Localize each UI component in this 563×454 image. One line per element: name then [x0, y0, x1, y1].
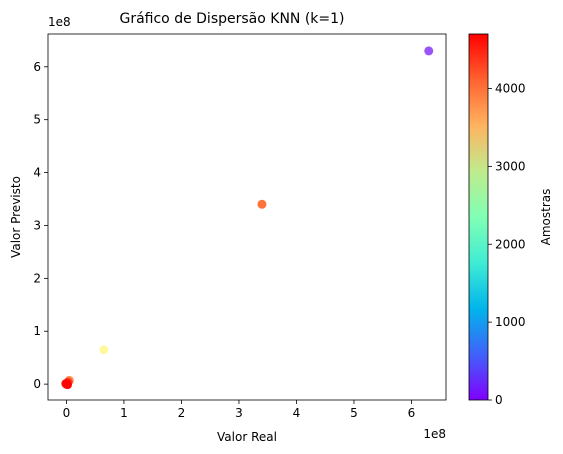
scatter-point — [99, 345, 109, 355]
y-tick-label: 3 — [33, 218, 41, 232]
y-axis-ticks: 0 1 2 3 4 5 6 — [33, 60, 48, 391]
colorbar-label: Amostras — [539, 189, 553, 246]
colorbar — [468, 33, 489, 401]
x-axis-label: Valor Real — [217, 430, 277, 444]
x-axis-ticks: 0 1 2 3 4 5 6 — [63, 400, 416, 420]
y-tick-label: 5 — [33, 113, 41, 127]
scatter-point — [62, 379, 72, 389]
x-tick-label: 5 — [350, 406, 358, 420]
x-offset-label: 1e8 — [423, 427, 446, 441]
y-tick-label: 4 — [33, 166, 41, 180]
y-tick-label: 1 — [33, 324, 41, 338]
colorbar-tick-label: 0 — [495, 393, 503, 407]
y-tick-label: 2 — [33, 271, 41, 285]
x-tick-label: 1 — [120, 406, 128, 420]
colorbar-tick-label: 3000 — [495, 159, 526, 173]
x-tick-label: 4 — [293, 406, 301, 420]
colorbar-tick-label: 2000 — [495, 237, 526, 251]
points-layer — [61, 46, 434, 390]
y-axis-label: Valor Previsto — [9, 176, 23, 258]
y-tick-label: 6 — [33, 60, 41, 74]
plot-frame — [47, 33, 447, 401]
colorbar-tick-label: 4000 — [495, 82, 526, 96]
x-tick-label: 6 — [408, 406, 416, 420]
scatter-point — [257, 199, 267, 209]
x-tick-label: 2 — [178, 406, 186, 420]
scatter-point — [424, 46, 434, 56]
y-tick-label: 0 — [33, 377, 41, 391]
x-tick-label: 0 — [63, 406, 71, 420]
x-tick-label: 3 — [235, 406, 243, 420]
y-offset-label: 1e8 — [48, 15, 71, 29]
chart-title: Gráfico de Dispersão KNN (k=1) — [119, 11, 344, 27]
colorbar-ticks: 0 1000 2000 3000 4000 — [488, 82, 526, 407]
colorbar-tick-label: 1000 — [495, 315, 526, 329]
